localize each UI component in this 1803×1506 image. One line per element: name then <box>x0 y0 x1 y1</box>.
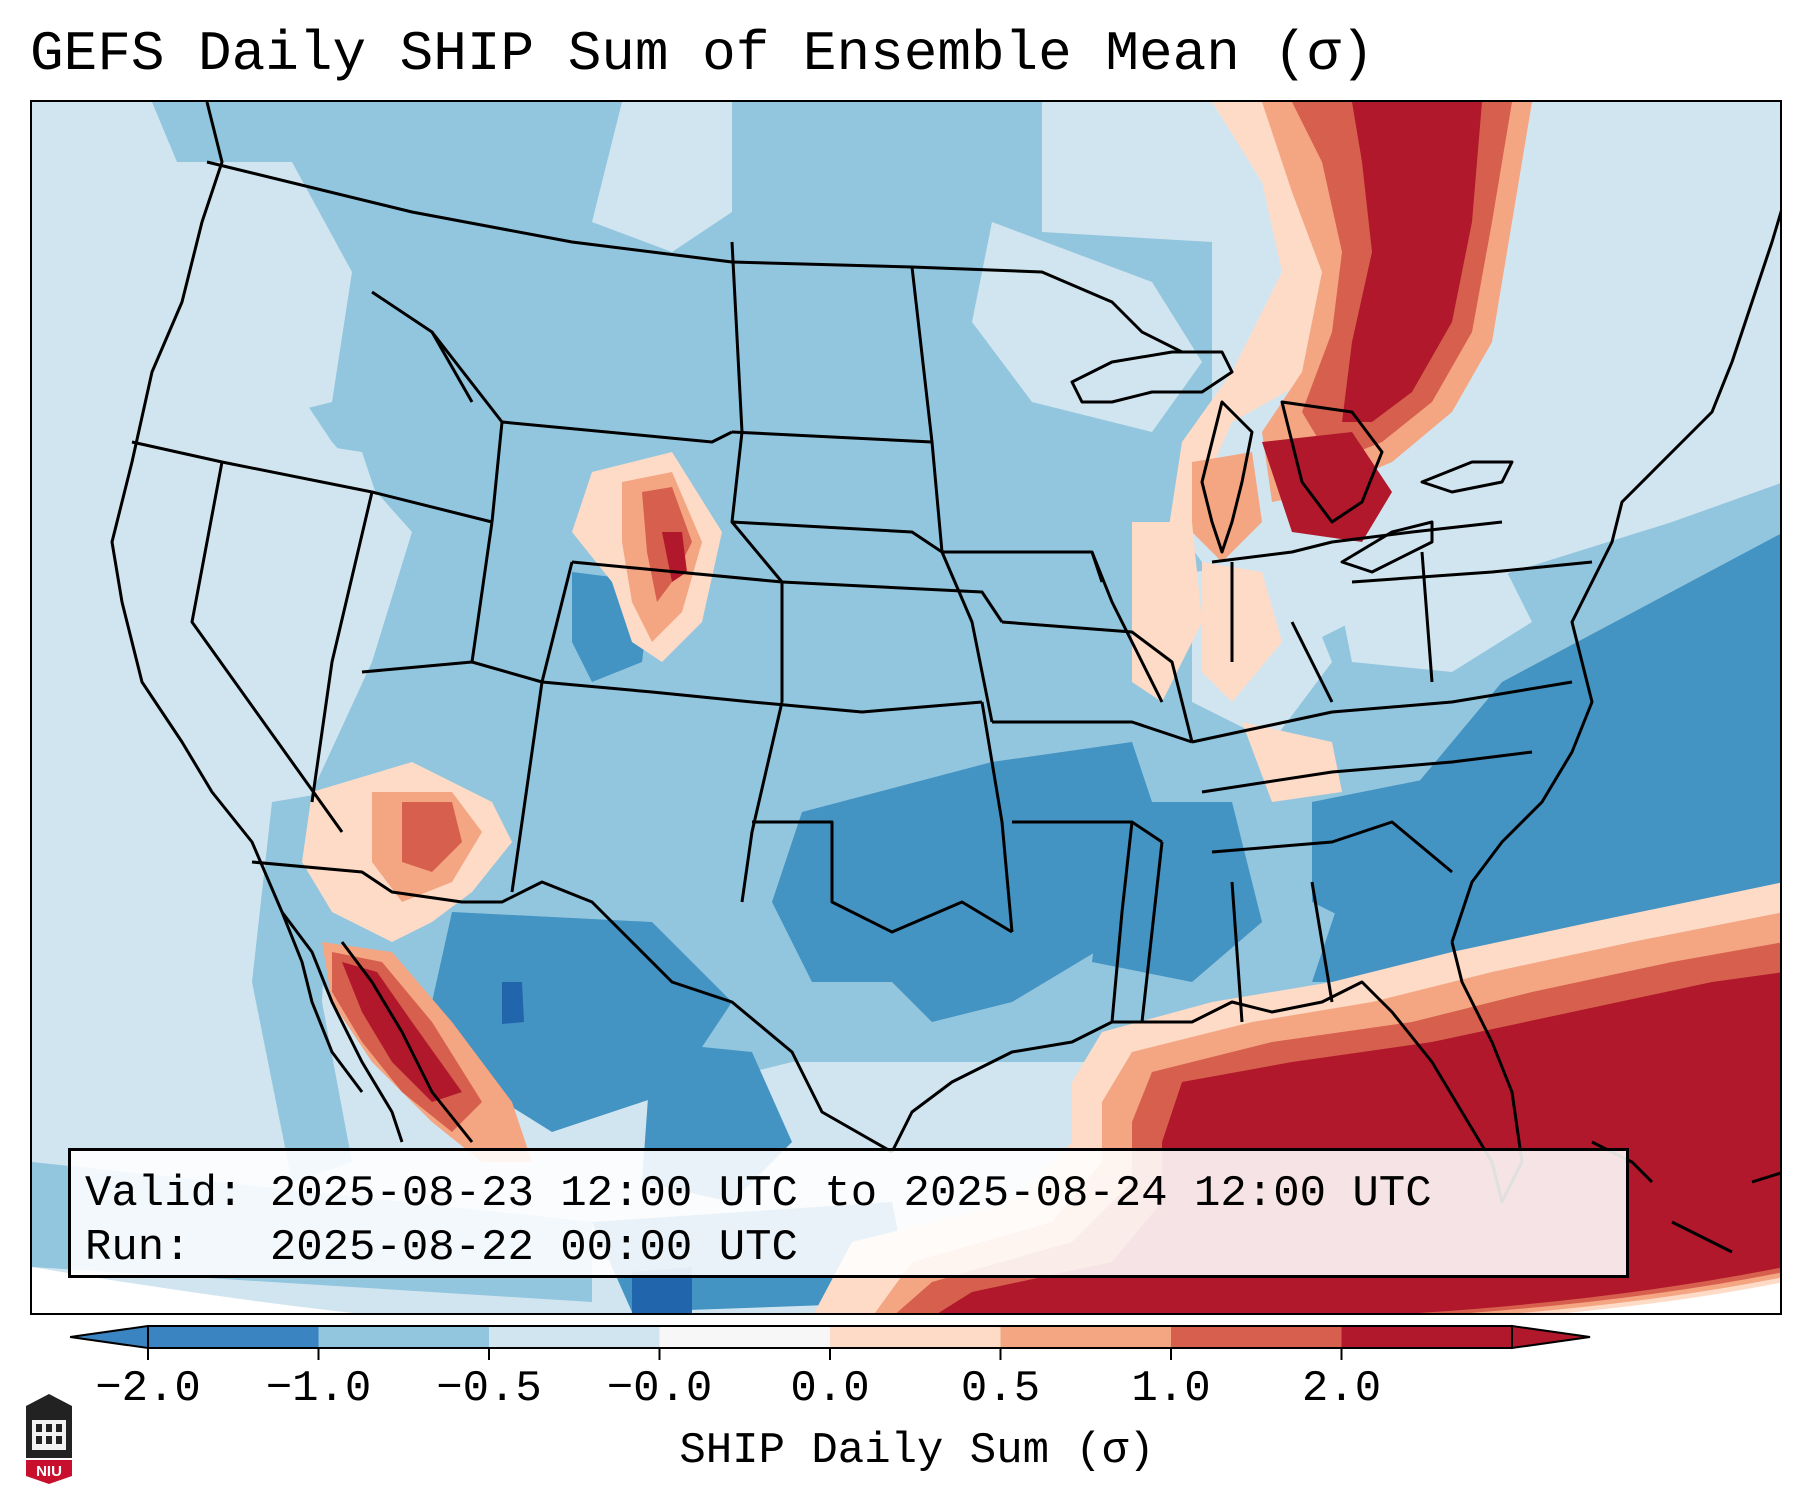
colorbar-tick-label: −0.5 <box>436 1364 542 1414</box>
colorbar-segment <box>318 1326 490 1348</box>
valid-time-line: Valid: 2025-08-23 12:00 UTC to 2025-08-2… <box>85 1169 1432 1219</box>
ship-field-map <box>32 102 1780 1313</box>
colorbar-tick-label: 2.0 <box>1301 1364 1382 1414</box>
run-time-line: Run: 2025-08-22 00:00 UTC <box>85 1223 798 1273</box>
niu-logo-text: NIU <box>36 1463 62 1480</box>
map-title: GEFS Daily SHIP Sum of Ensemble Mean (σ) <box>30 22 1375 86</box>
colorbar-segment <box>830 1326 1001 1348</box>
colorbar-tick-label: −0.0 <box>606 1364 713 1414</box>
colorbar-segment <box>1000 1326 1172 1348</box>
colorbar-tick-label: 0.0 <box>790 1364 870 1414</box>
niu-logo: NIU <box>26 1394 72 1484</box>
colorbar-segment <box>659 1326 831 1348</box>
colorbar-label: SHIP Daily Sum (σ) <box>679 1426 1155 1476</box>
colorbar-segment <box>1171 1326 1342 1348</box>
colorbar-segment <box>1341 1326 1513 1348</box>
colorbar-segment <box>148 1326 319 1348</box>
colorbar <box>70 1324 1591 1360</box>
political-borders <box>110 102 1780 1204</box>
colorbar-extend-low <box>70 1324 149 1350</box>
valid-time-box: Valid: 2025-08-23 12:00 UTC to 2025-08-2… <box>68 1148 1629 1278</box>
colorbar-segment <box>489 1326 660 1348</box>
colorbar-tick-label: −2.0 <box>95 1364 201 1414</box>
colorbar-tick-label: 0.5 <box>960 1364 1041 1414</box>
colorbar-tick-label: 1.0 <box>1131 1364 1211 1414</box>
colorbar-tick-label: −1.0 <box>265 1364 372 1414</box>
colorbar-tick-marks <box>147 1348 1343 1360</box>
colorbar-extend-high <box>1511 1324 1591 1350</box>
map-panel <box>30 100 1782 1315</box>
colorbar-segments <box>70 1324 1591 1350</box>
